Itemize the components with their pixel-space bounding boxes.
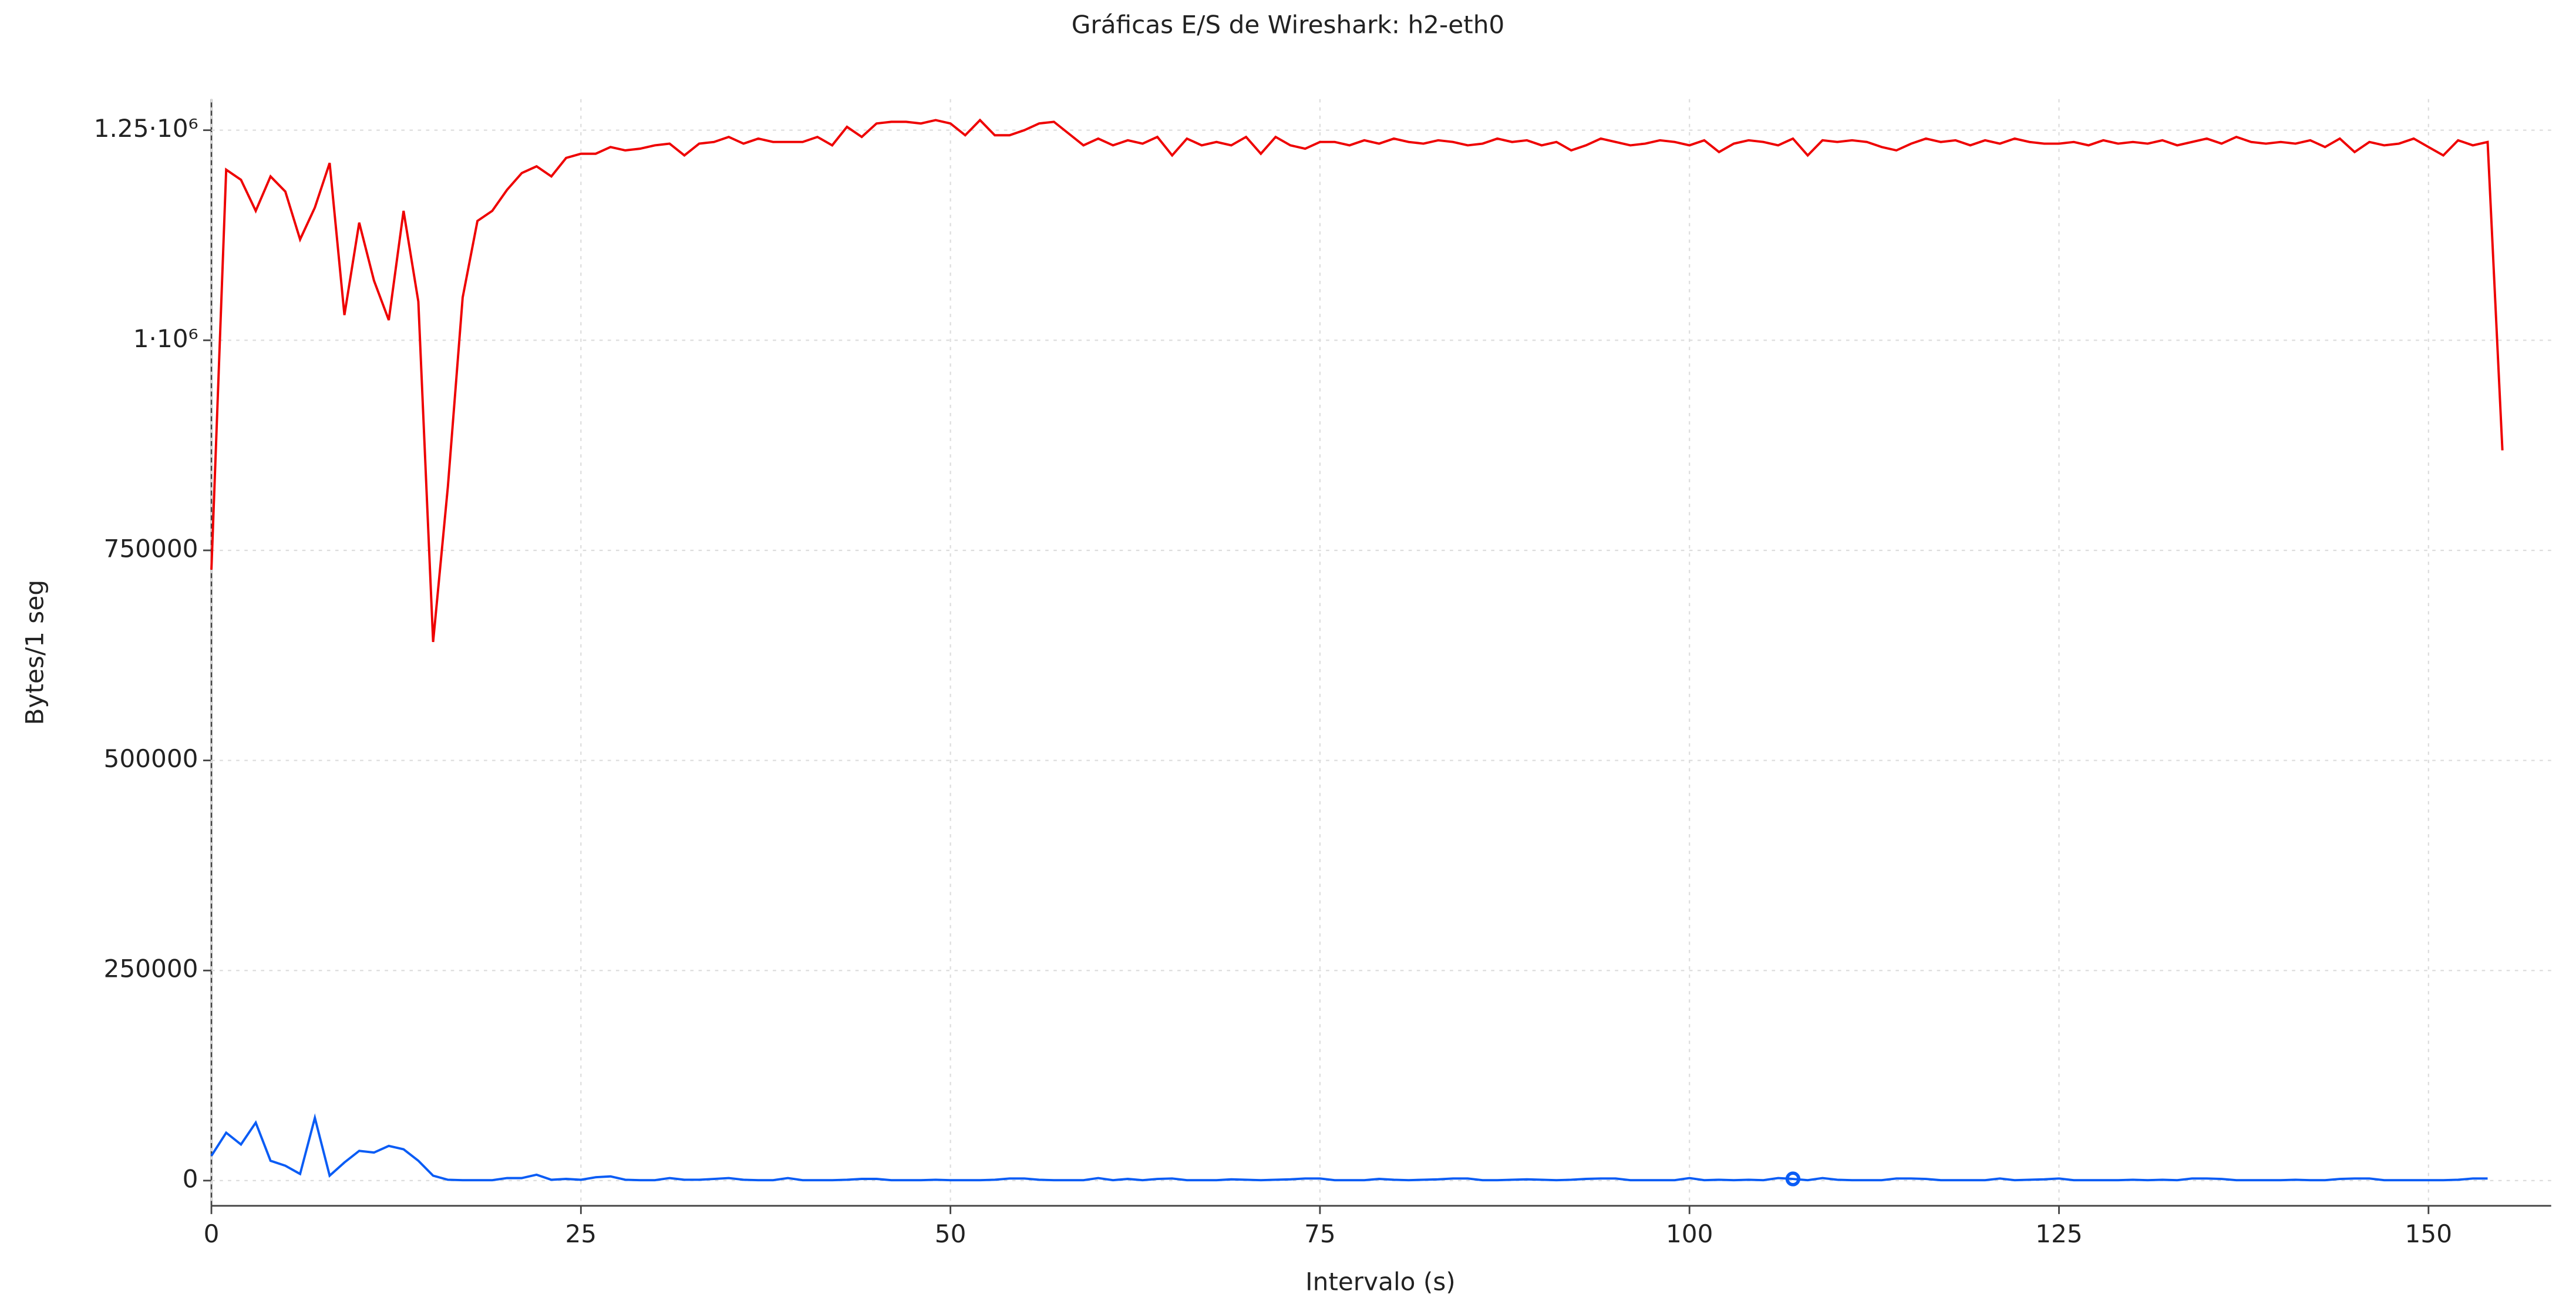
x-tick-label: 50 <box>935 1219 967 1248</box>
y-tick-label: 250000 <box>104 955 198 983</box>
x-tick-label: 25 <box>565 1219 597 1248</box>
x-axis-label: Intervalo (s) <box>1305 1267 1456 1296</box>
y-tick-label: 1.25·10⁶ <box>94 114 198 143</box>
series-line <box>210 118 2504 643</box>
series-line <box>210 1113 2488 1182</box>
chart-title: Gráficas E/S de Wireshark: h2-eth0 <box>1072 10 1505 39</box>
y-axis-label: Bytes/1 seg <box>20 580 49 725</box>
x-tick-label: 150 <box>2405 1219 2453 1248</box>
y-tick-label: 1·10⁶ <box>133 324 198 353</box>
x-tick-label: 75 <box>1304 1219 1336 1248</box>
selected-point <box>1785 1171 1801 1187</box>
x-tick-label: 125 <box>2035 1219 2082 1248</box>
x-tick-label: 0 <box>204 1219 220 1248</box>
y-tick-label: 0 <box>183 1164 198 1193</box>
y-tick-label: 750000 <box>104 534 198 563</box>
y-tick-label: 500000 <box>104 744 198 773</box>
x-tick-label: 100 <box>1666 1219 1713 1248</box>
